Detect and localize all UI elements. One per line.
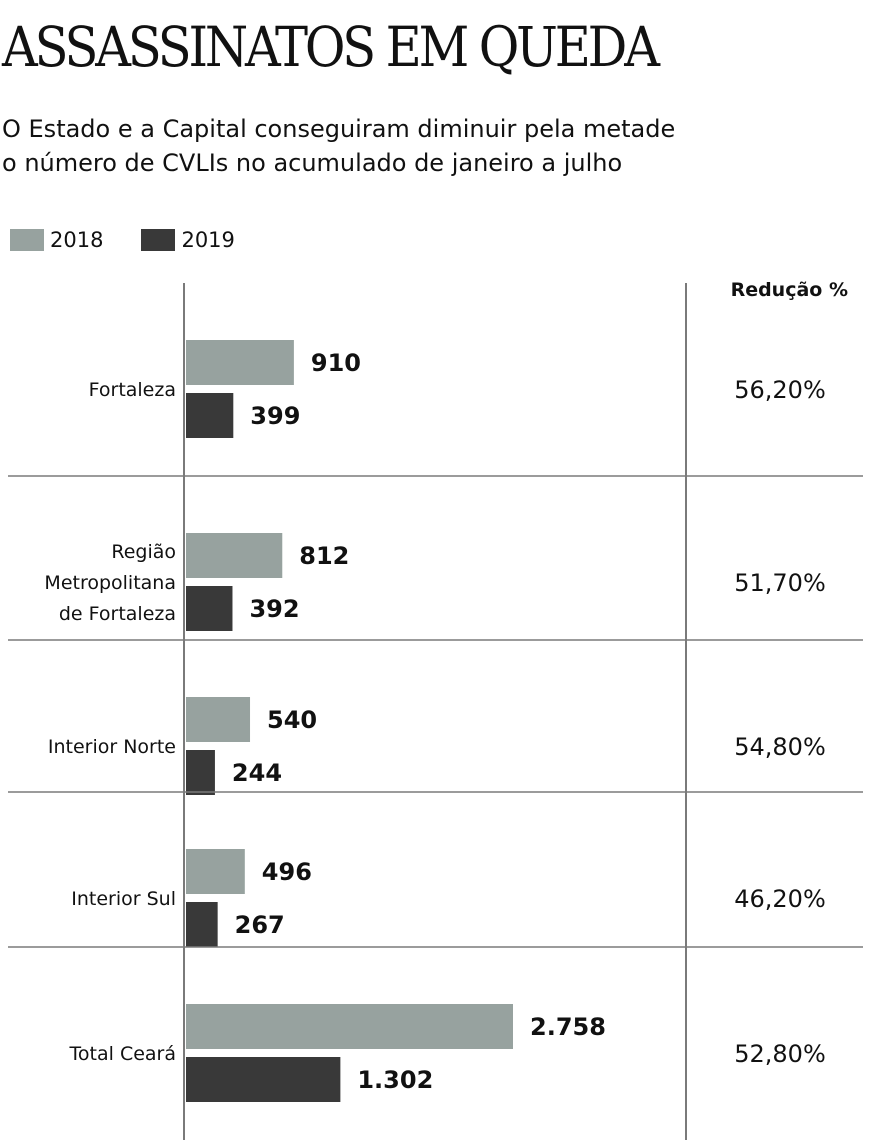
category-label-total-ceara: Total Ceará [69, 1043, 176, 1065]
legend-label-2019: 2019 [181, 228, 235, 252]
legend-label-2018: 2018 [50, 228, 104, 252]
chart-legend: 2018 2019 [10, 228, 273, 252]
value-label-2019-regiao-metropolitana-de-fortaleza: 392 [249, 595, 299, 623]
reduction-value-fortaleza: 56,20% [734, 376, 826, 404]
reduction-value-total-ceara: 52,80% [734, 1040, 826, 1068]
reduction-header: Redução % [731, 279, 848, 301]
value-label-2018-regiao-metropolitana-de-fortaleza: 812 [299, 542, 349, 570]
bar-2019-interior-norte [186, 750, 215, 795]
value-label-2019-total-ceara: 1.302 [357, 1066, 433, 1094]
bar-2019-fortaleza [186, 393, 234, 438]
category-label-fortaleza: Fortaleza [89, 379, 176, 401]
legend-swatch-2019 [141, 229, 176, 251]
value-label-2018-interior-sul: 496 [262, 858, 312, 886]
bar-2019-regiao-metropolitana-de-fortaleza [186, 586, 233, 631]
chart-subtitle: O Estado e a Capital conseguiram diminui… [2, 112, 675, 180]
subtitle-line-2: o número de CVLIs no acumulado de janeir… [2, 149, 623, 177]
reduction-value-interior-sul: 46,20% [734, 885, 826, 913]
bar-2019-interior-sul [186, 902, 218, 947]
value-label-2019-fortaleza: 399 [250, 402, 300, 430]
chart-title: ASSASSINATOS EM QUEDA [2, 15, 660, 79]
bar-2019-total-ceara [186, 1057, 341, 1102]
bar-2018-regiao-metropolitana-de-fortaleza [186, 533, 283, 578]
value-label-2018-fortaleza: 910 [311, 349, 361, 377]
subtitle-line-1: O Estado e a Capital conseguiram diminui… [2, 115, 676, 143]
legend-item-2019: 2019 [141, 228, 235, 252]
value-label-2019-interior-sul: 267 [235, 911, 285, 939]
category-label-regiao-metropolitana-de-fortaleza: Metropolitana [44, 572, 176, 594]
reduction-value-interior-norte: 54,80% [734, 733, 826, 761]
legend-item-2018: 2018 [10, 228, 103, 252]
bar-2018-interior-norte [186, 697, 251, 742]
value-label-2019-interior-norte: 244 [232, 759, 282, 787]
bar-2018-interior-sul [186, 849, 245, 894]
value-label-2018-interior-norte: 540 [267, 706, 317, 734]
reduction-value-regiao-metropolitana-de-fortaleza: 51,70% [734, 569, 826, 597]
value-label-2018-total-ceara: 2.758 [530, 1013, 606, 1041]
legend-swatch-2018 [10, 229, 44, 251]
category-label-interior-sul: Interior Sul [71, 888, 176, 910]
bar-2018-total-ceara [186, 1004, 513, 1049]
category-label-interior-norte: Interior Norte [48, 736, 176, 758]
category-label-regiao-metropolitana-de-fortaleza: Região [111, 541, 176, 563]
category-label-regiao-metropolitana-de-fortaleza: de Fortaleza [59, 603, 176, 625]
bar-2018-fortaleza [186, 340, 294, 385]
